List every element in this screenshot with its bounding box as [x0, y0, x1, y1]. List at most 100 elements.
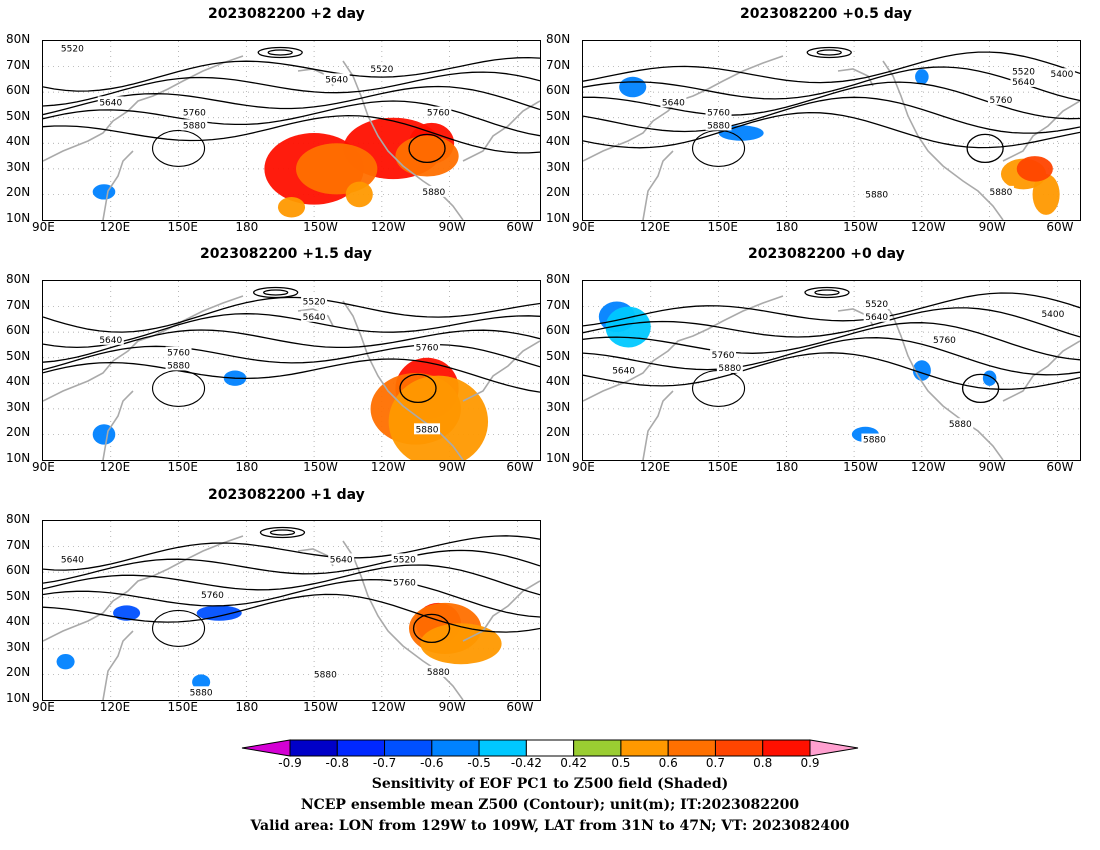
z500-contour [804, 286, 850, 299]
x-tick-label: 120E [639, 460, 671, 474]
y-tick-label: 60N [6, 83, 31, 98]
z500-contour [43, 549, 540, 584]
z500-contour [257, 46, 303, 59]
colorbar-box [478, 739, 527, 757]
x-tick-label: 60W [506, 700, 534, 714]
y-tick-label: 70N [6, 297, 31, 312]
x-tick-label: 180 [235, 460, 259, 474]
y-tick-label: 80N [546, 32, 571, 46]
z500-contour [412, 613, 451, 644]
x-tick-label: 90E [572, 220, 595, 234]
x-tick-label: 150W [843, 460, 878, 474]
coastline [882, 300, 1004, 460]
z500-contour [583, 307, 1080, 338]
z500-contour [583, 292, 1080, 327]
contour-label-bg [987, 93, 1014, 105]
sensitivity-patch [345, 181, 373, 208]
x-tick-label: 150E [707, 220, 739, 234]
z500-contour [151, 609, 206, 647]
contour-label-layer: 5520 5400 5640 5760 5760 5880 5640 5880 5880 [610, 298, 1066, 446]
map-panel-plus2: 5520 5520 5640 5640 5760 5880 5760 5880 [42, 40, 541, 221]
coastline [297, 548, 334, 567]
contour-label: 5880 [718, 364, 741, 374]
z500-contour [43, 358, 540, 393]
y-tick-label: 20N [6, 185, 31, 200]
contour-label-bg [660, 96, 687, 108]
sensitivity-patch [92, 424, 116, 445]
sensitivity-patch [982, 370, 997, 386]
colorbar-box [384, 739, 433, 757]
x-tick-label: 90W [978, 220, 1006, 234]
sensitivity-patch [1032, 173, 1060, 215]
y-tick-label: 30N [6, 399, 31, 414]
x-tick-label: 120W [910, 220, 946, 234]
y-tick-label: 30N [6, 639, 31, 654]
z500-contour [43, 564, 540, 596]
contour-label: 5640 [865, 313, 888, 323]
z500-contour [399, 373, 437, 404]
contour-label-bg [420, 185, 447, 197]
x-tick-label: 150W [303, 700, 338, 714]
contour-label: 5520 [370, 65, 393, 75]
y-tick-label: 60N [546, 83, 571, 98]
contour-layer [43, 286, 540, 407]
colorbar-box [667, 739, 716, 757]
contour-label: 5640 [99, 98, 122, 108]
contour-label-bg [987, 185, 1014, 197]
coastline [882, 60, 1004, 220]
x-tick-label: 120W [370, 220, 406, 234]
contour-label: 5640 [330, 555, 353, 565]
coastline [342, 300, 464, 460]
x-tick-label: 60W [1046, 460, 1074, 474]
colorbar-tick-label: -0.5 [467, 756, 491, 770]
x-tick-label: 150W [843, 220, 878, 234]
x-tick-label: 60W [506, 220, 534, 234]
contour-label-layer: 5520 5640 5640 5760 5880 5760 5880 [97, 295, 441, 435]
y-tick-label: 70N [546, 297, 571, 312]
coastline [583, 295, 784, 402]
colorbar-tick-label: 0.5 [611, 756, 631, 770]
contour-label: 5400 [1050, 70, 1073, 80]
sensitivity-patch [56, 653, 75, 670]
contour-layer [583, 286, 1080, 407]
x-tick-label: 150W [303, 220, 338, 234]
z500-contour [267, 49, 293, 56]
coastline-layer [583, 295, 1080, 460]
y-tick-label: 70N [6, 57, 31, 72]
contour-label: 5880 [314, 670, 337, 680]
y-tick-label: 20N [546, 425, 571, 440]
contour-label-bg [181, 106, 208, 118]
contour-label: 5520 [303, 297, 326, 307]
z500-contour [43, 313, 540, 349]
colorbar-tick-label: 0.7 [705, 756, 725, 770]
panel-title-plus15: 2023082200 +1.5 day [200, 246, 372, 262]
contour-label: 5640 [662, 98, 685, 108]
contour-label-bg [97, 96, 124, 108]
panel-title-plus05: 2023082200 +0.5 day [740, 6, 912, 22]
x-tick-label: 90E [32, 460, 55, 474]
contour-label-layer: 5520 5520 5640 5640 5760 5880 5760 5880 [59, 42, 452, 198]
z500-contour [814, 289, 840, 296]
sensitivity-patch [420, 623, 502, 665]
z500-contour [43, 296, 540, 333]
contour-label-bg [425, 665, 452, 677]
y-tick-label: 80N [6, 32, 31, 46]
map-canvas-plus1: 5640 5520 5640 5760 5760 5880 5880 5880 [43, 521, 540, 700]
sensitivity-patch [196, 605, 242, 621]
contour-label: 5640 [325, 75, 348, 85]
coastline [1002, 100, 1080, 162]
shading-layer [598, 301, 997, 443]
coastline [43, 295, 244, 402]
contour-label-bg [705, 119, 732, 131]
colorbar-box [762, 739, 811, 757]
colorbar-tick-label: -0.9 [278, 756, 302, 770]
contour-label-bg [368, 63, 395, 75]
colorbar-box [289, 739, 338, 757]
y-tick-label: 40N [6, 614, 31, 629]
x-tick-label: 150E [167, 700, 199, 714]
z500-contour [408, 133, 446, 164]
map-panel-plus0: 5520 5400 5640 5760 5760 5880 5640 5880 5880 [582, 280, 1081, 461]
coastline [43, 55, 244, 162]
y-tick-label: 10N [6, 691, 31, 705]
